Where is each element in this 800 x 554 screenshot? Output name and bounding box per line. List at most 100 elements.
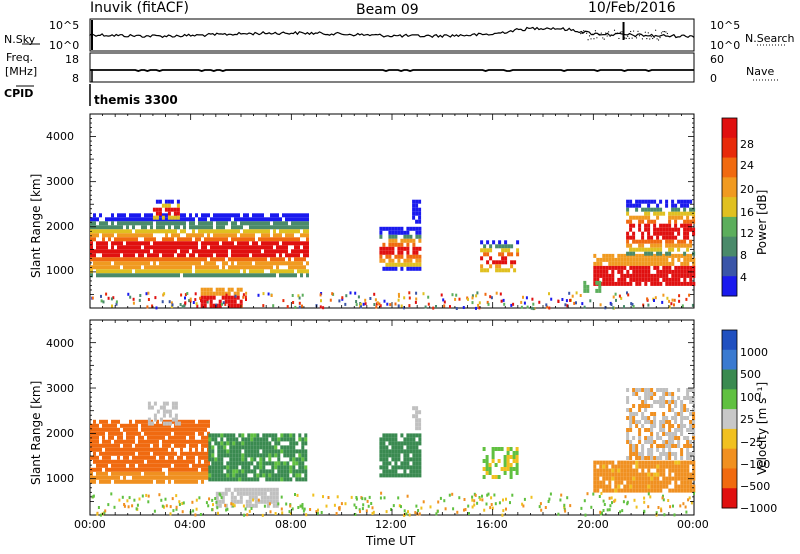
velocity-cell <box>418 465 422 470</box>
velocity-cell <box>244 441 248 446</box>
velocity-cell <box>183 463 186 468</box>
velocity-cell <box>229 441 233 446</box>
power-cell <box>686 269 690 274</box>
power-cell <box>593 277 597 282</box>
power-cell <box>111 217 114 222</box>
power-cell <box>294 265 297 270</box>
velocity-cell <box>680 428 684 432</box>
power-cell <box>111 304 113 308</box>
power-cell <box>200 291 204 296</box>
velocity-cell <box>108 475 111 480</box>
power-cell <box>231 249 234 254</box>
power-cell <box>656 211 660 216</box>
velocity-cell <box>509 463 513 467</box>
power-cell <box>218 291 222 296</box>
power-cell <box>614 265 618 270</box>
power-cell <box>476 291 479 295</box>
velocity-cell <box>481 494 483 498</box>
power-cell <box>615 298 617 302</box>
power-cell <box>631 303 634 306</box>
velocity-cell <box>479 497 482 501</box>
velocity-cell <box>494 463 498 467</box>
velocity-cell <box>400 441 404 446</box>
power-cell <box>222 245 225 250</box>
velocity-cell <box>229 449 233 454</box>
velocity-cell <box>647 404 651 408</box>
velocity-cell <box>127 505 130 509</box>
velocity-cell <box>250 445 254 450</box>
nsearch-point <box>625 37 627 39</box>
velocity-cell <box>277 441 281 446</box>
velocity-cell <box>660 509 663 513</box>
velocity-cell <box>304 441 308 446</box>
velocity-cell <box>632 452 636 456</box>
nsearch-point <box>581 32 583 34</box>
power-cell <box>593 253 597 258</box>
power-cell <box>276 233 279 238</box>
velocity-cell <box>268 453 272 458</box>
velocity-cell <box>599 468 603 473</box>
power-cell <box>186 217 189 222</box>
power-cell <box>641 215 645 220</box>
velocity-cell <box>165 459 168 464</box>
velocity-cell <box>620 464 624 469</box>
power-cell <box>138 261 141 266</box>
power-cell <box>650 281 654 286</box>
velocity-cell <box>620 472 624 477</box>
power-cell <box>177 269 180 274</box>
power-cell <box>225 293 228 297</box>
velocity-cell <box>355 497 358 501</box>
power-cell <box>99 273 102 278</box>
velocity-cell <box>385 449 389 454</box>
velocity-cell <box>617 476 621 481</box>
velocity-cell <box>165 431 168 436</box>
velocity-cell <box>692 420 696 424</box>
power-cell <box>117 273 120 278</box>
power-cell <box>183 237 186 242</box>
velocity-cell <box>204 467 207 472</box>
power-cell <box>668 235 672 240</box>
velocity-cell <box>689 396 693 400</box>
power-cell <box>196 304 199 308</box>
power-cell <box>243 269 246 274</box>
power-cell <box>212 303 216 308</box>
velocity-cell <box>665 456 669 460</box>
velocity-cell <box>382 465 386 470</box>
power-cell <box>665 269 669 274</box>
velocity-cell <box>650 412 654 416</box>
power-cell <box>298 296 301 300</box>
velocity-cell <box>247 461 251 466</box>
velocity-cell <box>123 443 126 448</box>
power-cell <box>285 261 288 266</box>
velocity-cell <box>687 498 690 502</box>
velocity-cell <box>123 463 126 468</box>
power-cell <box>117 221 120 226</box>
velocity-cell <box>191 500 194 504</box>
velocity-cell <box>171 459 174 464</box>
velocity-cell <box>265 441 269 446</box>
power-cell <box>692 207 696 212</box>
power-cell <box>102 245 105 250</box>
power-cell <box>602 257 606 262</box>
power-cell <box>300 249 303 254</box>
power-cell <box>489 256 493 261</box>
velocity-cell <box>629 424 633 428</box>
velocity-cell <box>96 455 99 460</box>
velocity-cell <box>677 488 681 493</box>
power-cell <box>650 219 654 224</box>
power-cell <box>653 243 657 248</box>
power-cell <box>525 296 528 300</box>
power-cell <box>403 230 407 235</box>
velocity-cell <box>692 388 696 392</box>
power-cell <box>656 261 660 266</box>
velocity-cell <box>490 496 493 500</box>
velocity-cell <box>277 457 281 462</box>
power-cell <box>300 233 303 238</box>
velocity-cell <box>671 476 675 481</box>
velocity-cell <box>256 461 260 466</box>
power-cell <box>249 237 252 242</box>
velocity-cell <box>174 435 177 440</box>
velocity-cell <box>177 439 180 444</box>
velocity-cell <box>632 444 636 448</box>
power-cell <box>273 229 276 234</box>
